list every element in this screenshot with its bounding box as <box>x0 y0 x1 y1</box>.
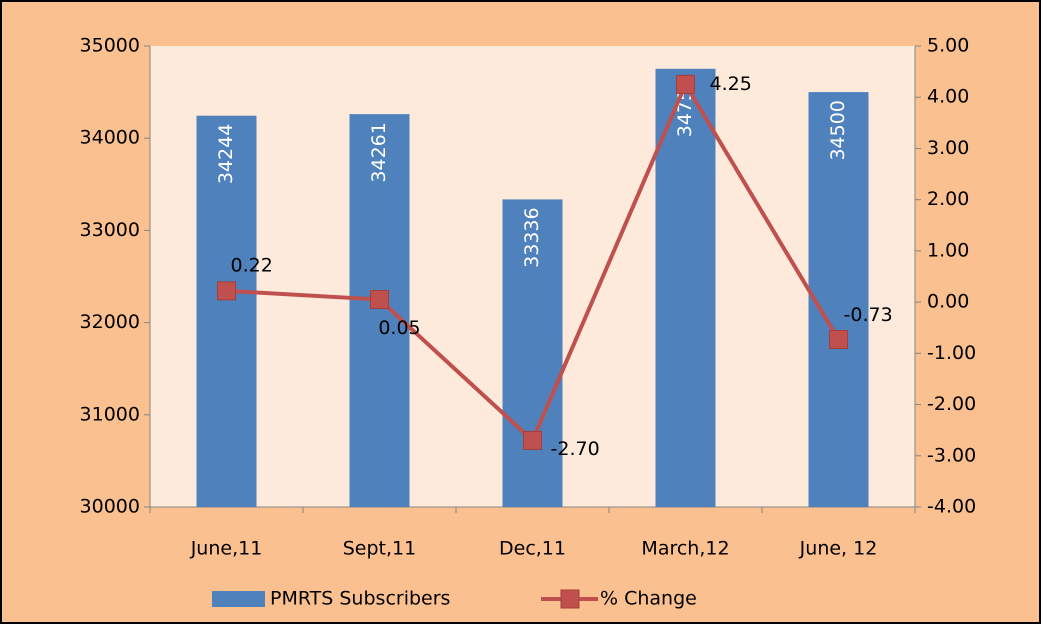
bar <box>196 115 257 508</box>
y2-tick-label: -2.00 <box>927 393 976 415</box>
bar <box>655 68 716 507</box>
bar-value-label: 34244 <box>215 124 237 184</box>
y2-tick-label: -4.00 <box>927 496 976 518</box>
bar <box>808 92 869 507</box>
line-marker <box>676 74 695 94</box>
y2-tick-label: 5.00 <box>927 35 969 57</box>
y2-tick-label: 0.00 <box>927 291 969 313</box>
x-tick-label: March,12 <box>641 538 729 560</box>
y2-tick-label: 1.00 <box>927 239 969 261</box>
y-tick-label: 33000 <box>80 219 140 241</box>
y2-tick-label: -3.00 <box>927 444 976 466</box>
line-marker <box>523 430 542 450</box>
x-tick-label: June,11 <box>190 538 263 560</box>
line-value-label: -2.70 <box>551 438 600 460</box>
line-value-label: 0.22 <box>231 254 273 276</box>
y-tick-label: 34000 <box>80 127 140 149</box>
bar <box>349 114 410 507</box>
line-marker <box>829 330 848 350</box>
y-tick-label: 30000 <box>80 496 140 518</box>
line-value-label: 0.05 <box>378 317 420 339</box>
bar <box>502 199 563 507</box>
y2-tick-label: 4.00 <box>927 86 969 108</box>
line-marker <box>217 281 236 301</box>
y2-tick-label: 3.00 <box>927 137 969 159</box>
y2-tick-label: 2.00 <box>927 188 969 210</box>
x-tick-label: Dec,11 <box>499 538 566 560</box>
legend-swatch <box>212 591 265 607</box>
line-value-label: 4.25 <box>710 73 752 95</box>
line-marker <box>370 290 389 310</box>
line-value-label: -0.73 <box>844 304 893 326</box>
y-tick-label: 32000 <box>80 311 140 333</box>
legend-label: % Change <box>600 588 697 610</box>
legend-marker <box>560 589 580 609</box>
y-tick-label: 31000 <box>80 403 140 425</box>
y-tick-label: 35000 <box>80 35 140 57</box>
bar-value-label: 33336 <box>521 207 543 267</box>
y2-tick-label: -1.00 <box>927 342 976 364</box>
x-tick-label: Sept,11 <box>343 538 416 560</box>
bar-value-label: 34261 <box>368 122 390 182</box>
x-tick-label: June, 12 <box>799 538 878 560</box>
bar-value-label: 34500 <box>827 100 849 160</box>
legend-label: PMRTS Subscribers <box>270 588 450 610</box>
